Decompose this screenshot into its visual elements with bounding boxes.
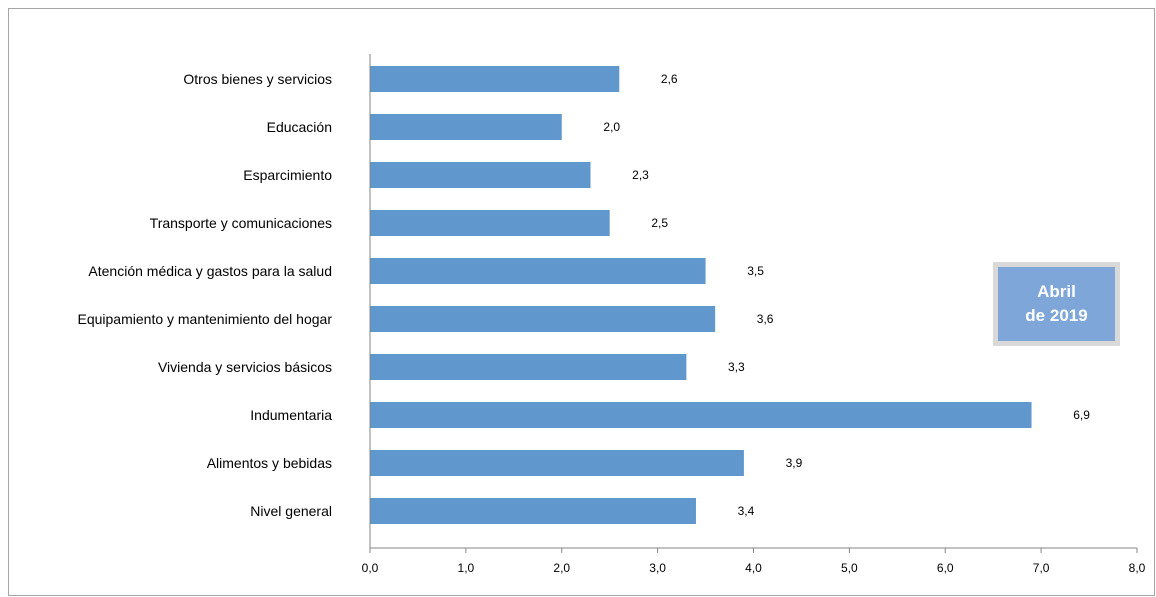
category-label: Alimentos y bebidas <box>207 455 332 471</box>
x-tick-label: 4,0 <box>745 561 762 575</box>
period-month: Abril <box>1037 282 1076 301</box>
bar <box>370 450 744 476</box>
category-label: Nivel general <box>250 503 332 519</box>
data-label: 3,3 <box>728 360 745 374</box>
period-badge: Abril de 2019 <box>998 267 1115 341</box>
data-label: 3,5 <box>747 264 764 278</box>
x-tick-label: 6,0 <box>937 561 954 575</box>
category-label: Vivienda y servicios básicos <box>158 359 332 375</box>
data-label: 2,3 <box>632 168 649 182</box>
x-tick-label: 3,0 <box>649 561 666 575</box>
bar <box>370 66 620 92</box>
x-tick-label: 1,0 <box>458 561 475 575</box>
data-label: 3,9 <box>786 456 803 470</box>
x-tick-label: 0,0 <box>362 561 379 575</box>
bar <box>370 402 1032 428</box>
period-box: Abril de 2019 <box>993 262 1120 346</box>
x-tick-label: 8,0 <box>1129 561 1146 575</box>
axes-layer: 0,0 1,0 2,0 3,0 4,0 5,0 6,0 7,0 8,0 <box>362 54 1146 575</box>
bar <box>370 498 696 524</box>
data-label: 2,5 <box>651 216 668 230</box>
period-year: de 2019 <box>1025 306 1088 325</box>
bar <box>370 114 562 140</box>
data-label: 2,6 <box>661 72 678 86</box>
x-tick-label: 5,0 <box>841 561 858 575</box>
data-label: 3,6 <box>757 312 774 326</box>
bar <box>370 354 687 380</box>
bars-layer <box>370 66 1032 524</box>
data-label: 2,0 <box>603 120 620 134</box>
x-tick-label: 2,0 <box>553 561 570 575</box>
category-label: Otros bienes y servicios <box>183 71 332 87</box>
bar <box>370 210 610 236</box>
bar <box>370 162 591 188</box>
category-label: Indumentaria <box>250 407 332 423</box>
category-label: Educación <box>267 119 332 135</box>
data-label: 6,9 <box>1073 408 1090 422</box>
bar <box>370 306 716 332</box>
category-label: Transporte y comunicaciones <box>150 215 332 231</box>
category-labels-layer: Otros bienes y servicios Educación Esparci… <box>78 71 333 519</box>
data-labels-layer: 2,6 2,0 2,3 2,5 3,5 3,6 3,3 6,9 3,9 3,4 <box>603 72 1090 518</box>
category-label: Atención médica y gastos para la salud <box>88 263 332 279</box>
bar <box>370 258 706 284</box>
category-label: Esparcimiento <box>243 167 332 183</box>
x-tick-label: 7,0 <box>1033 561 1050 575</box>
category-label: Equipamiento y mantenimiento del hogar <box>78 311 333 327</box>
data-label: 3,4 <box>738 504 755 518</box>
